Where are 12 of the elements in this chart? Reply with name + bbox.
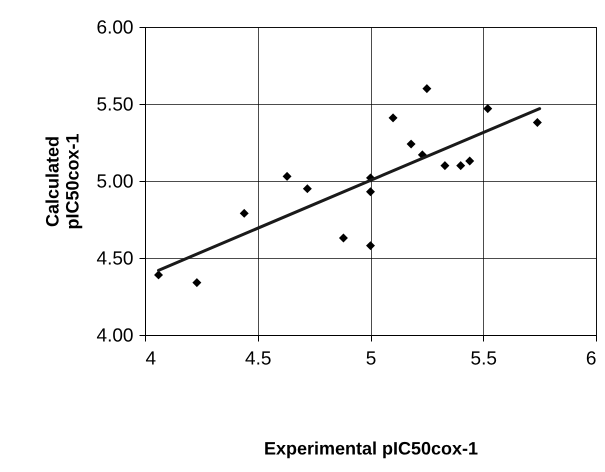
x-tick-label: 5.5 [470,348,497,370]
x-tick-label: 5 [366,348,376,370]
y-tick-label: 6.00 [96,18,134,38]
y-axis-title: Calculated pIC50cox-1 [42,133,83,230]
x-tick-label: 4 [146,348,156,370]
y-tick-label: 5.00 [96,172,134,192]
x-tick-label: 6 [586,348,596,370]
y-tick-label: 5.50 [96,94,134,116]
x-tick-label: 4.5 [245,348,272,370]
y-tick-label: 4.00 [96,326,134,346]
x-axis-title: Experimental pIC50cox-1 [264,438,478,458]
y-tick-label: 4.50 [96,248,134,270]
